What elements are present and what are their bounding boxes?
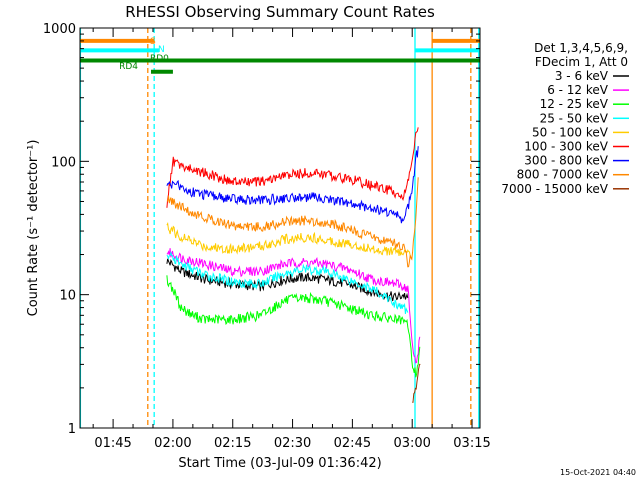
x-tick-label: 02:15 xyxy=(214,436,251,451)
x-tick-label: 02:00 xyxy=(154,436,191,451)
legend-entry-label: 100 - 300 keV xyxy=(524,140,608,154)
series-lines xyxy=(166,127,421,403)
timestamp: 15-Oct-2021 04:40 xyxy=(560,468,636,477)
x-tick-label: 03:15 xyxy=(453,436,490,451)
flag-label: N xyxy=(158,45,165,55)
series-line xyxy=(166,250,409,314)
y-tick-label: 1000 xyxy=(43,22,76,37)
x-tick-label: 02:30 xyxy=(274,436,311,451)
legend-entry-label: 6 - 12 keV xyxy=(547,83,609,97)
legend-entry-label: 300 - 800 keV xyxy=(524,154,608,168)
legend-entry-label: 3 - 6 keV xyxy=(555,69,609,83)
x-tick-label: 03:00 xyxy=(393,436,430,451)
flag-label: RD4 xyxy=(119,62,138,72)
legend-entry-label: 50 - 100 keV xyxy=(532,125,609,139)
legend-entry-label: 7000 - 15000 keV xyxy=(501,182,608,196)
series-line xyxy=(166,221,412,259)
legend-entry-label: 12 - 25 keV xyxy=(540,97,609,111)
legend-header: Det 1,3,4,5,6,9, xyxy=(534,41,628,55)
y-axis-label: Count Rate (s⁻¹ detector⁻¹) xyxy=(26,140,41,317)
series-line xyxy=(166,248,421,364)
axes: 1 10 100 1000 01:45 02:00 02:15 02:30 02:45 03:00… xyxy=(43,22,491,451)
series-line xyxy=(412,363,421,403)
x-axis-label: Start Time (03-Jul-09 01:36:42) xyxy=(178,456,381,471)
series-line xyxy=(166,146,419,224)
vertical-markers xyxy=(79,28,480,428)
chart-title: RHESSI Observing Summary Count Rates xyxy=(125,3,435,21)
legend-entry-label: 800 - 7000 keV xyxy=(517,168,609,182)
y-tick-label: 10 xyxy=(59,289,76,304)
legend-entry-label: 25 - 50 keV xyxy=(540,111,609,125)
plot-frame xyxy=(79,27,481,429)
y-tick-label: 1 xyxy=(68,422,76,437)
y-tick-label: 100 xyxy=(51,155,76,170)
x-tick-label: 01:45 xyxy=(94,436,131,451)
flag-label: RD0 xyxy=(150,54,169,64)
legend-header: FDecim 1, Att 0 xyxy=(535,55,628,69)
flag-label: S xyxy=(150,37,156,47)
series-line xyxy=(166,275,421,378)
legend: Det 1,3,4,5,6,9,FDecim 1, Att 03 - 6 keV… xyxy=(501,41,629,196)
series-line xyxy=(166,127,419,208)
x-tick-label: 02:45 xyxy=(334,436,371,451)
series-line xyxy=(166,177,419,268)
